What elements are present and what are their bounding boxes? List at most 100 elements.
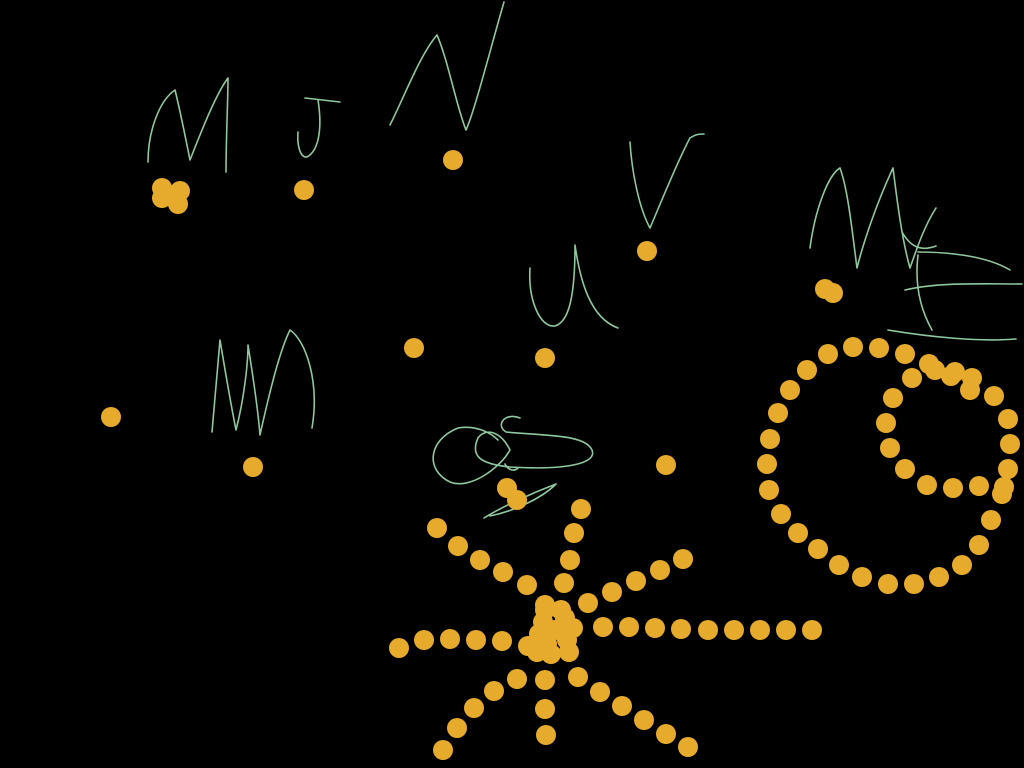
dot	[960, 380, 980, 400]
dot	[650, 560, 670, 580]
dot	[563, 618, 583, 638]
dot	[776, 620, 796, 640]
dot	[433, 740, 453, 760]
dot	[619, 617, 639, 637]
dot	[823, 283, 843, 303]
dot	[389, 638, 409, 658]
dot	[551, 600, 571, 620]
dot	[797, 360, 817, 380]
dot	[880, 438, 900, 458]
dot	[443, 150, 463, 170]
dot	[626, 571, 646, 591]
ink-stroke-n-1	[389, 1, 505, 131]
ink-stroke-v-1	[629, 133, 705, 229]
handwritten-ink-layer	[147, 1, 1023, 519]
dot	[671, 619, 691, 639]
dot	[750, 620, 770, 640]
ink-stroke-scribble-1	[432, 415, 594, 485]
dot	[535, 348, 555, 368]
dot	[788, 523, 808, 543]
dot	[925, 360, 945, 380]
dot	[634, 710, 654, 730]
dot	[571, 499, 591, 519]
dot	[895, 344, 915, 364]
dot	[969, 476, 989, 496]
dot	[564, 523, 584, 543]
dot	[466, 630, 486, 650]
dot	[152, 188, 172, 208]
dot	[507, 490, 527, 510]
dot	[637, 241, 657, 261]
ink-stroke-letters-1	[809, 167, 937, 269]
dot	[427, 518, 447, 538]
dot	[808, 539, 828, 559]
dot	[404, 338, 424, 358]
dot	[698, 620, 718, 640]
dot	[969, 535, 989, 555]
dot	[917, 475, 937, 495]
dot	[554, 573, 574, 593]
dot	[902, 368, 922, 388]
dot	[998, 409, 1018, 429]
dot	[243, 457, 263, 477]
dot	[568, 667, 588, 687]
dot	[724, 620, 744, 640]
ink-stroke-letters-2	[887, 251, 1023, 341]
dot	[818, 344, 838, 364]
dot	[535, 699, 555, 719]
dot	[493, 562, 513, 582]
dot	[602, 582, 622, 602]
dot	[1000, 434, 1020, 454]
dot	[440, 629, 460, 649]
ink-stroke-m-2	[211, 329, 316, 436]
dot	[943, 478, 963, 498]
dot	[759, 480, 779, 500]
dot	[768, 403, 788, 423]
dot	[464, 698, 484, 718]
dot	[895, 459, 915, 479]
dot	[294, 180, 314, 200]
dot	[492, 631, 512, 651]
dot	[904, 574, 924, 594]
dot	[101, 407, 121, 427]
dot	[852, 567, 872, 587]
dot	[869, 338, 889, 358]
dot	[559, 642, 579, 662]
dot	[878, 574, 898, 594]
dot	[507, 669, 527, 689]
dot	[612, 696, 632, 716]
dot	[560, 550, 580, 570]
dot	[760, 429, 780, 449]
dot	[771, 504, 791, 524]
dot	[802, 620, 822, 640]
dot	[757, 454, 777, 474]
dot	[484, 681, 504, 701]
dot	[168, 194, 188, 214]
dot	[945, 362, 965, 382]
dot-layer	[101, 150, 1020, 760]
dot	[414, 630, 434, 650]
dot	[876, 413, 896, 433]
dot	[843, 337, 863, 357]
dot	[590, 682, 610, 702]
dot	[448, 536, 468, 556]
dot	[952, 555, 972, 575]
dot	[578, 593, 598, 613]
dot	[645, 618, 665, 638]
ink-stroke-u-1	[529, 244, 619, 329]
dot	[518, 636, 538, 656]
dot	[470, 550, 490, 570]
dot	[517, 575, 537, 595]
dot	[536, 725, 556, 745]
ink-stroke-scribble-2	[483, 463, 557, 519]
dot	[981, 510, 1001, 530]
ink-stroke-m-1	[147, 77, 229, 173]
dot	[535, 595, 555, 615]
dot	[929, 567, 949, 587]
ink-stroke-j-1	[297, 97, 341, 158]
dot	[994, 477, 1014, 497]
dot	[883, 388, 903, 408]
dot	[780, 380, 800, 400]
